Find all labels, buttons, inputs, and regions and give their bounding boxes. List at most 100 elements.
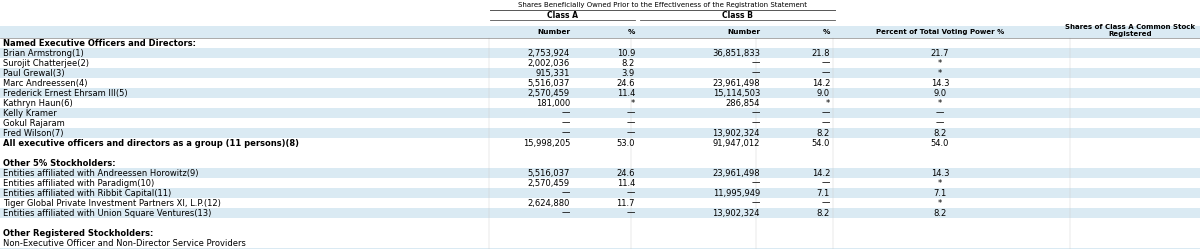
Text: 14.2: 14.2 [811,169,830,178]
Text: 91,947,012: 91,947,012 [713,138,760,147]
Text: 11.7: 11.7 [617,198,635,207]
Bar [0,248,1200,249]
Text: 8.2: 8.2 [934,128,947,137]
Bar [0,68,1200,78]
Text: 9.0: 9.0 [817,88,830,98]
Text: —: — [936,109,944,118]
Text: 181,000: 181,000 [535,99,570,108]
Text: —: — [626,119,635,127]
Text: 54.0: 54.0 [931,138,949,147]
Text: Fred Wilson(7): Fred Wilson(7) [2,128,64,137]
Text: Non-Executive Officer and Non-Director Service Providers: Non-Executive Officer and Non-Director S… [2,239,246,248]
Text: 14.3: 14.3 [931,78,949,87]
Text: Other Registered Stockholders:: Other Registered Stockholders: [2,229,154,238]
Text: 286,854: 286,854 [726,99,760,108]
Text: Kathryn Haun(6): Kathryn Haun(6) [2,99,73,108]
Text: 2,753,924: 2,753,924 [528,49,570,58]
Text: 21.8: 21.8 [811,49,830,58]
Text: 14.2: 14.2 [811,78,830,87]
Bar [0,0,1200,38]
Text: 5,516,037: 5,516,037 [528,169,570,178]
Text: Tiger Global Private Investment Partners XI, L.P.(12): Tiger Global Private Investment Partners… [2,198,221,207]
Text: Entities affiliated with Union Square Ventures(13): Entities affiliated with Union Square Ve… [2,208,211,217]
Text: Marc Andreessen(4): Marc Andreessen(4) [2,78,88,87]
Text: —: — [822,68,830,77]
Text: Class B: Class B [722,11,752,20]
Text: Class A: Class A [547,11,578,20]
Text: Other 5% Stockholders:: Other 5% Stockholders: [2,159,115,168]
Bar [0,198,1200,208]
Bar [0,108,1200,118]
Text: Paul Grewal(3): Paul Grewal(3) [2,68,65,77]
Text: 15,998,205: 15,998,205 [523,138,570,147]
Text: —: — [626,128,635,137]
Text: 24.6: 24.6 [617,78,635,87]
Text: 53.0: 53.0 [617,138,635,147]
Text: %: % [823,29,830,35]
Text: *: * [826,99,830,108]
Text: —: — [751,119,760,127]
Text: 7.1: 7.1 [934,188,947,197]
Text: 7.1: 7.1 [817,188,830,197]
Text: —: — [626,188,635,197]
Bar [0,228,1200,238]
Text: All executive officers and directors as a group (11 persons)(8): All executive officers and directors as … [2,138,299,147]
Bar [0,38,1200,48]
Text: —: — [822,179,830,187]
Text: 8.2: 8.2 [817,128,830,137]
Text: 15,114,503: 15,114,503 [713,88,760,98]
Text: 915,331: 915,331 [535,68,570,77]
Text: —: — [751,179,760,187]
Text: —: — [562,128,570,137]
Bar [0,88,1200,98]
Text: %: % [628,29,635,35]
Bar [0,138,1200,148]
Bar [0,238,1200,248]
Text: —: — [822,198,830,207]
Text: Shares of Class A Common Stock
Registered: Shares of Class A Common Stock Registere… [1064,23,1195,37]
Text: Named Executive Officers and Directors:: Named Executive Officers and Directors: [2,39,196,48]
Text: 11,995,949: 11,995,949 [713,188,760,197]
Text: 24.6: 24.6 [617,169,635,178]
Text: *: * [938,68,942,77]
Bar [0,218,1200,228]
Text: —: — [751,59,760,67]
Text: Entities affiliated with Ribbit Capital(11): Entities affiliated with Ribbit Capital(… [2,188,172,197]
Text: 13,902,324: 13,902,324 [713,208,760,217]
Bar [0,118,1200,128]
Text: 8.2: 8.2 [817,208,830,217]
Text: Kelly Kramer: Kelly Kramer [2,109,56,118]
Text: —: — [751,198,760,207]
Bar [0,208,1200,218]
Text: 13,902,324: 13,902,324 [713,128,760,137]
Bar [0,58,1200,68]
Text: 14.3: 14.3 [931,169,949,178]
Bar [0,158,1200,168]
Text: Percent of Total Voting Power %: Percent of Total Voting Power % [876,29,1004,35]
Text: 9.0: 9.0 [934,88,947,98]
Text: 3.9: 3.9 [622,68,635,77]
Text: —: — [822,119,830,127]
Text: 5,516,037: 5,516,037 [528,78,570,87]
Bar [0,168,1200,178]
Text: Entities affiliated with Andreessen Horowitz(9): Entities affiliated with Andreessen Horo… [2,169,198,178]
Text: *: * [938,99,942,108]
Text: 2,002,036: 2,002,036 [528,59,570,67]
Text: —: — [751,68,760,77]
Bar [0,148,1200,158]
Text: 2,624,880: 2,624,880 [528,198,570,207]
Text: —: — [626,208,635,217]
Text: Frederick Ernest Ehrsam III(5): Frederick Ernest Ehrsam III(5) [2,88,127,98]
Text: Number: Number [727,29,760,35]
Text: 10.9: 10.9 [617,49,635,58]
Text: *: * [938,198,942,207]
Text: Gokul Rajaram: Gokul Rajaram [2,119,65,127]
Bar [0,78,1200,88]
Text: 2,570,459: 2,570,459 [528,179,570,187]
Text: —: — [562,109,570,118]
Text: 2,570,459: 2,570,459 [528,88,570,98]
Text: Surojit Chatterjee(2): Surojit Chatterjee(2) [2,59,89,67]
Bar [0,98,1200,108]
Text: —: — [626,109,635,118]
Bar [0,26,1200,38]
